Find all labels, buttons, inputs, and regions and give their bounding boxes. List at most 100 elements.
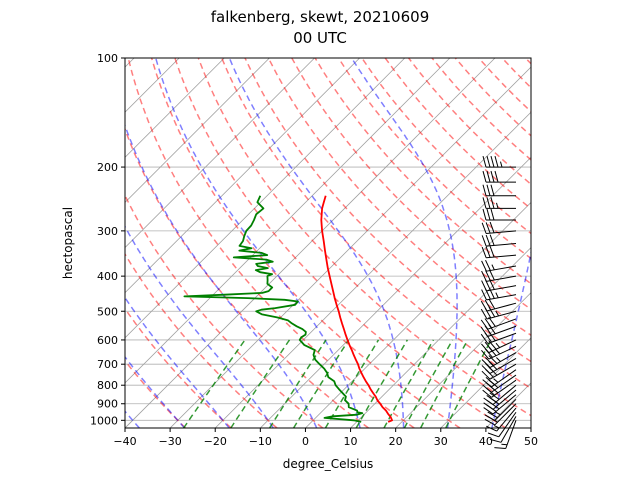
wind-barb-feather — [481, 280, 487, 292]
wind-barb-feather — [494, 155, 499, 168]
wind-barb-half-feather — [495, 411, 501, 416]
wind-barb-half-feather — [495, 342, 501, 348]
dry-adiabat — [150, 58, 461, 428]
wind-barb-feather — [486, 184, 491, 196]
wind-barb-feather — [487, 432, 499, 438]
wind-barb-feather — [483, 402, 494, 410]
wind-barb-half-feather — [493, 378, 499, 383]
chart-title: falkenberg, skewt, 20210609 — [210, 8, 430, 26]
wind-barb-feather — [481, 370, 491, 380]
wind-barb-feather — [490, 197, 495, 209]
wind-barb-feather — [484, 318, 492, 329]
wind-barb — [481, 352, 517, 368]
isotherm-gridline — [125, 58, 406, 339]
wind-barb-half-feather — [495, 310, 500, 317]
y-tick-label: 800 — [97, 379, 118, 392]
dry-adiabat — [174, 58, 507, 428]
wind-barb-feather — [490, 155, 495, 168]
isotherm-gridline — [576, 58, 640, 428]
x-tick-label: 10 — [344, 435, 358, 448]
x-axis-label: degree_Celsius — [283, 457, 374, 471]
wind-barb-feather — [486, 395, 497, 403]
wind-barb-feather — [481, 365, 491, 374]
dry-adiabat — [314, 58, 531, 285]
wind-barb-staff — [486, 275, 517, 282]
x-tick-label: 20 — [389, 435, 403, 448]
dry-adiabat — [549, 58, 640, 428]
x-tick-label: −10 — [249, 435, 272, 448]
wind-barb-feather — [490, 208, 495, 221]
x-tick-label: −40 — [113, 435, 136, 448]
moist-adiabat — [125, 355, 186, 428]
wind-barb-feather — [480, 308, 488, 320]
wind-barb-feather — [480, 326, 489, 337]
wind-barb-feather — [486, 170, 491, 183]
wind-barb — [489, 416, 517, 443]
wind-barb-feather — [485, 259, 491, 271]
wind-barb-staff — [486, 285, 517, 292]
wind-barb-half-feather — [491, 264, 495, 271]
dry-adiabat — [221, 58, 531, 390]
wind-barb — [480, 298, 517, 312]
isotherm-gridline — [169, 66, 531, 428]
wind-barb-feather — [482, 384, 492, 393]
wind-barb-staff — [486, 265, 517, 272]
wind-barb-feather — [481, 343, 490, 353]
wind-barb-half-feather — [495, 349, 501, 355]
wind-barb-half-feather — [495, 292, 499, 299]
wind-barb-staff — [486, 254, 517, 259]
x-tick-label: −30 — [159, 435, 182, 448]
wind-barb-staff — [488, 339, 517, 354]
wind-barb-feather — [485, 234, 491, 246]
wind-barb — [482, 369, 517, 388]
wind-barb-feather — [483, 407, 494, 415]
x-tick-label: 0 — [302, 435, 309, 448]
wind-barb-feather — [489, 392, 500, 400]
y-tick-label: 700 — [97, 358, 118, 371]
moist-adiabat — [125, 225, 274, 428]
dry-adiabat — [408, 58, 531, 186]
wind-barb-staff — [489, 358, 517, 374]
dry-adiabat — [125, 359, 187, 428]
wind-barb-feather — [484, 299, 492, 311]
y-axis-label: hectopascal — [61, 207, 75, 279]
wind-barb-feather — [485, 246, 491, 258]
wind-barb-feather — [481, 260, 487, 272]
wind-barb-staff — [486, 242, 517, 247]
isotherm-gridline — [125, 58, 180, 113]
isotherm-gridline — [214, 111, 531, 428]
y-tick-label: 500 — [97, 305, 118, 318]
wind-barb-feather — [483, 397, 494, 405]
wind-barb-feather — [490, 170, 495, 183]
dry-adiabat — [337, 58, 531, 260]
wind-barb-feather — [485, 222, 491, 234]
wind-barb-staff — [488, 345, 517, 360]
isotherm-gridline — [125, 58, 225, 158]
y-tick-label: 400 — [97, 270, 118, 283]
wind-barb-staff — [487, 325, 517, 337]
wind-barb — [482, 184, 516, 197]
dry-adiabat — [524, 58, 531, 65]
wind-barb — [481, 246, 517, 259]
wind-barb — [487, 411, 517, 438]
moist-adiabat — [491, 249, 531, 428]
y-tick-label: 1000 — [90, 414, 118, 427]
wind-barb-feather — [494, 170, 499, 183]
dry-adiabat — [125, 252, 278, 428]
wind-barb-staff — [505, 420, 517, 449]
wind-barb-feather — [481, 246, 487, 258]
wind-barb-staff — [486, 302, 517, 312]
wind-barb-feather — [489, 438, 502, 443]
mixing-ratio-line — [420, 339, 469, 428]
wind-barb-feather — [482, 208, 487, 221]
wind-barb — [482, 197, 516, 209]
wind-barb-feather — [484, 414, 496, 421]
mixing-ratio-line — [292, 339, 350, 428]
wind-barb — [483, 384, 517, 405]
wind-barb-feather — [480, 333, 489, 344]
wind-barbs — [480, 155, 517, 450]
wind-barb-staff — [491, 374, 517, 393]
wind-barb-feather — [487, 411, 498, 419]
dry-adiabat — [478, 58, 531, 113]
wind-barb-half-feather — [496, 357, 501, 362]
